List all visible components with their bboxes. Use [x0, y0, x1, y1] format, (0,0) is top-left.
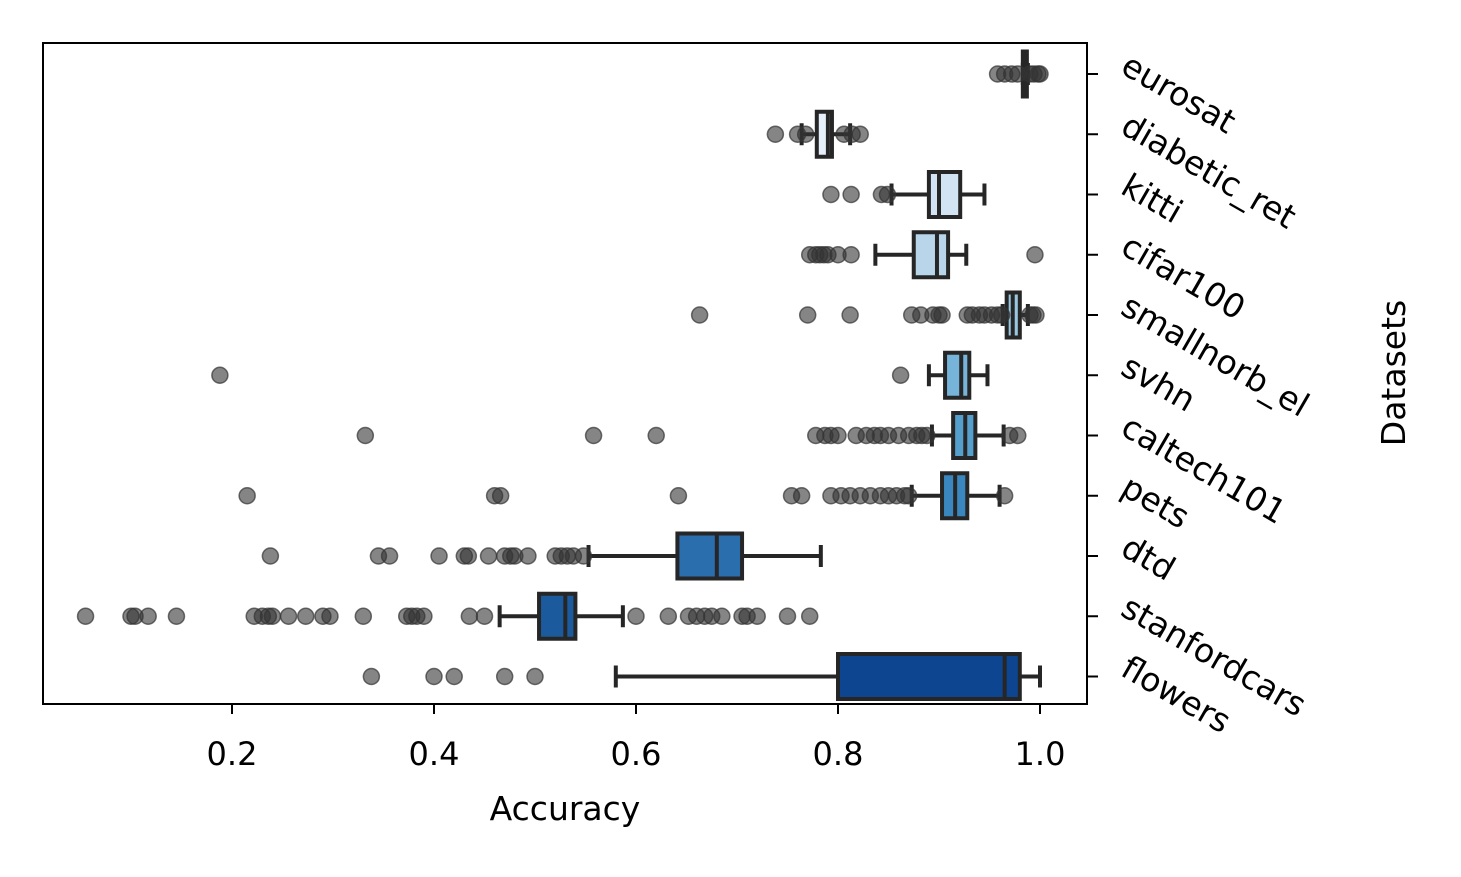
outlier-point: [1031, 65, 1049, 83]
outlier-point: [584, 426, 603, 445]
outlier-point: [261, 547, 280, 565]
boxes-layer: [76, 49, 1049, 701]
box-group-eurosat: [988, 49, 1049, 99]
outlier-point: [796, 125, 815, 143]
outlier-point: [842, 185, 860, 204]
box-group-svhn: [211, 350, 990, 400]
outlier-point: [139, 607, 157, 625]
outlier-point: [296, 607, 315, 625]
outlier-point: [627, 607, 645, 625]
outlier-point: [995, 487, 1014, 505]
outlier-point: [841, 306, 859, 324]
outlier-point: [992, 306, 1011, 324]
y-tick-label-dtd: dtd: [1115, 527, 1182, 588]
outlier-point: [798, 306, 817, 324]
outlier-point: [842, 246, 860, 264]
outlier-point: [659, 607, 678, 625]
outlier-point: [356, 426, 375, 445]
box-group-diabetic_ret: [766, 109, 869, 159]
y-axis-label: Datasets: [1374, 300, 1413, 446]
outlier-point: [76, 607, 95, 625]
y-axis-ticks: eurosatdiabetic_retkitticifar100smallnor…: [1087, 45, 1316, 741]
outlier-point: [878, 185, 897, 204]
outlier-point: [822, 185, 840, 204]
x-tick-label: 0.4: [409, 735, 460, 773]
box-group-caltech101: [356, 411, 1027, 460]
outlier-point: [459, 547, 478, 565]
outlier-point: [279, 607, 298, 625]
outlier-point: [778, 607, 797, 625]
box-group-flowers: [362, 652, 1042, 701]
outlier-point: [475, 607, 494, 625]
x-tick-label: 0.8: [813, 735, 864, 773]
box-group-dtd: [261, 531, 823, 581]
outlier-point: [445, 667, 463, 686]
x-tick-label: 1.0: [1015, 735, 1066, 773]
outlier-point: [430, 547, 448, 565]
outlier-point: [167, 607, 186, 625]
outlier-point: [766, 125, 785, 143]
outlier-point: [713, 607, 731, 625]
outlier-point: [460, 607, 479, 625]
outlier-point: [380, 547, 399, 565]
plot-frame: [42, 42, 1088, 705]
box-group-pets: [238, 471, 1014, 521]
outlier-point: [690, 306, 709, 324]
outlier-point: [425, 667, 443, 686]
box-group-kitti: [822, 170, 987, 219]
outlier-point: [899, 487, 918, 505]
x-axis-ticks: 0.2 0.4 0.6 0.8 1.0: [207, 704, 1066, 773]
outlier-point: [574, 547, 593, 565]
outlier-point: [891, 366, 910, 384]
box-svhn: [943, 350, 972, 400]
box-flowers: [836, 652, 1022, 701]
box-cifar100: [911, 230, 951, 280]
outlier-point: [918, 426, 936, 445]
outlier-point: [829, 426, 847, 445]
box-group-cifar100: [800, 230, 1044, 280]
outlier-point: [1009, 426, 1027, 445]
outlier-point: [415, 607, 433, 625]
outlier-point: [669, 487, 688, 505]
outlier-point: [362, 667, 381, 686]
outlier-point: [238, 487, 256, 505]
outlier-point: [491, 487, 510, 505]
outlier-point: [851, 125, 869, 143]
outlier-point: [647, 426, 665, 445]
outlier-point: [933, 306, 951, 324]
outlier-point: [800, 607, 819, 625]
x-axis-label: Accuracy: [490, 789, 641, 828]
box-dtd: [675, 531, 745, 581]
outlier-point: [495, 667, 514, 686]
outlier-point: [1026, 246, 1044, 264]
box-stanfordcars: [537, 591, 578, 641]
x-tick-label: 0.6: [611, 735, 662, 773]
outlier-point: [748, 607, 766, 625]
outlier-point: [211, 366, 229, 384]
box-group-smallnorb_el: [690, 290, 1045, 340]
outlier-point: [519, 547, 537, 565]
outlier-point: [792, 487, 811, 505]
outlier-point: [354, 607, 373, 625]
outlier-point: [263, 607, 282, 625]
box-group-stanfordcars: [76, 591, 819, 641]
x-tick-label: 0.2: [207, 735, 258, 773]
outlier-point: [321, 607, 339, 625]
outlier-point: [1027, 306, 1045, 324]
outlier-point: [479, 547, 498, 565]
outlier-point: [526, 667, 544, 686]
box-kitti: [926, 170, 963, 219]
